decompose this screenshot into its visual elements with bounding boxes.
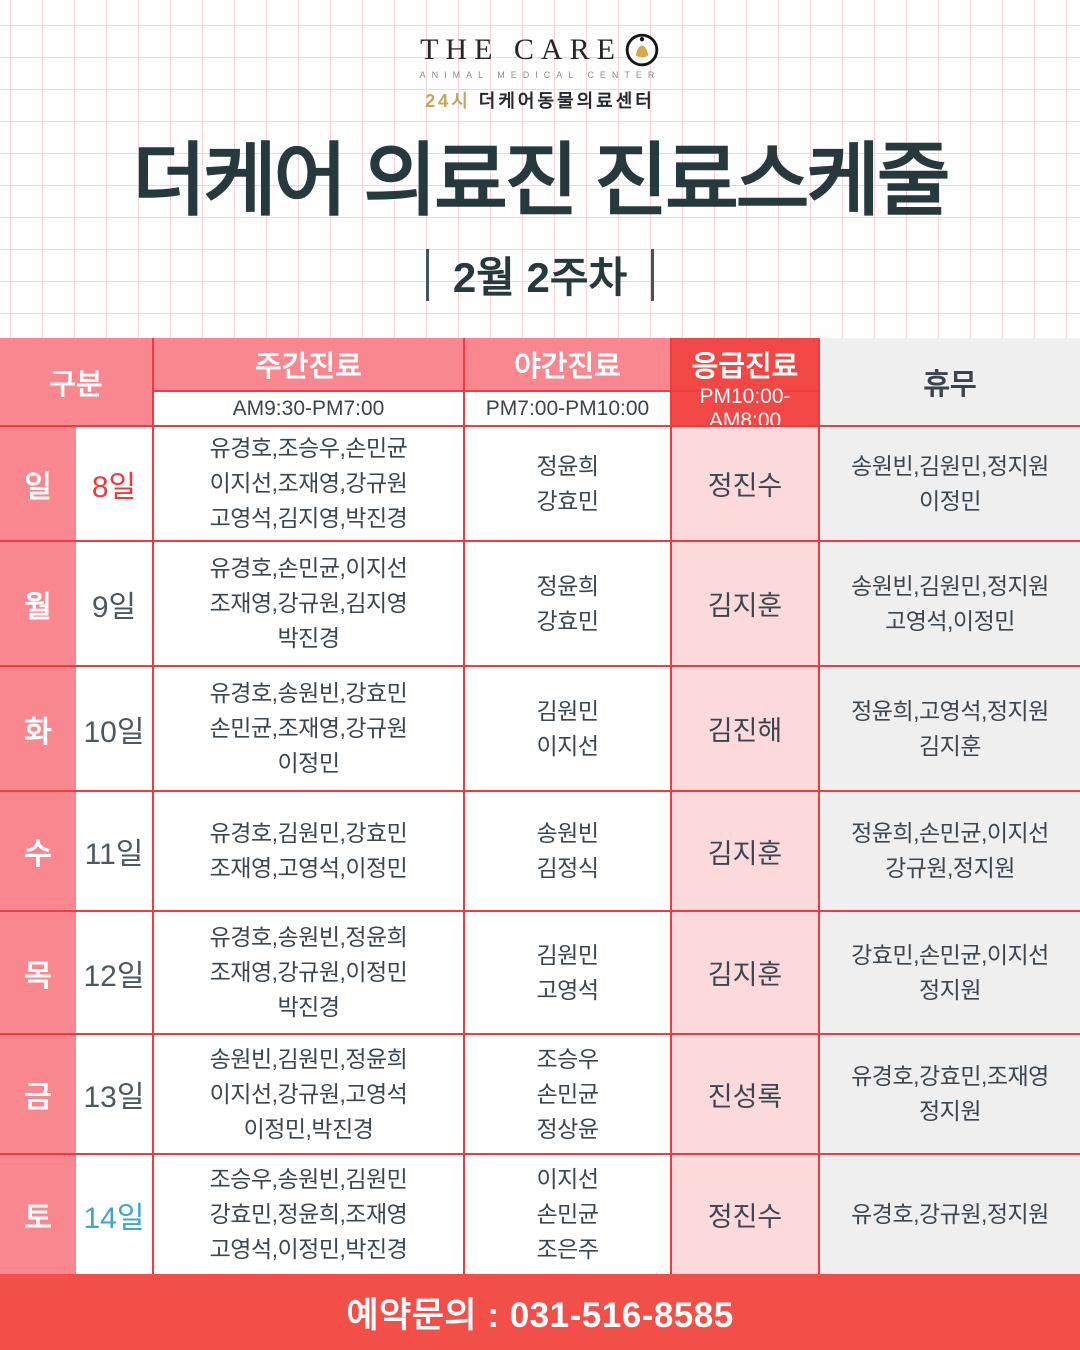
time-emergency: PM10:00-AM8:00: [670, 385, 818, 432]
dayoff-staff: 송원빈,김원민,정지원 고영석,이정민: [818, 540, 1080, 665]
daytime-staff: 유경호,조승우,손민균 이지선,조재영,강규원 고영석,김지영,박진경: [152, 425, 463, 540]
paw-circle-icon: [625, 33, 659, 67]
emergency-staff: 정진수: [670, 425, 818, 540]
daytime-staff: 유경호,송원빈,정윤희 조재영,강규원,이정민 박진경: [152, 910, 463, 1033]
week-subtitle: 2월 2주차: [0, 244, 1080, 305]
day-cell: 일: [0, 425, 76, 540]
day-cell: 금: [0, 1033, 76, 1153]
day-cell: 토: [0, 1153, 76, 1274]
header-night-care: 야간진료: [463, 338, 670, 390]
right-bar-divider: [651, 248, 655, 301]
time-day-care: AM9:30-PM7:00: [152, 390, 463, 425]
emergency-staff: 김지훈: [670, 910, 818, 1033]
logo-brand: THE CARE: [420, 33, 622, 66]
date-cell: 14일: [76, 1153, 152, 1274]
emergency-staff: 정진수: [670, 1153, 818, 1274]
booking-phone: 예약문의 : 031-516-8585: [346, 1295, 734, 1335]
day-cell: 월: [0, 540, 76, 665]
logo-clinic-name: 더케어동물의료센터: [478, 91, 655, 111]
header-day-care: 주간진료: [152, 338, 463, 390]
date-cell: 12일: [76, 910, 152, 1033]
day-cell: 수: [0, 790, 76, 910]
date-cell: 8일: [76, 425, 152, 540]
night-staff: 조승우 손민균 정상윤: [463, 1033, 670, 1153]
week-label: 2월 2주차: [452, 254, 628, 301]
emergency-staff: 김진해: [670, 665, 818, 790]
logo: THE CARE ANIMAL MEDICAL CENTER 24시 더케어동물…: [0, 32, 1080, 113]
date-cell: 9일: [76, 540, 152, 665]
logo-hours: 24시: [425, 91, 471, 111]
date-cell: 11일: [76, 790, 152, 910]
night-staff: 송원빈 김정식: [463, 790, 670, 910]
night-staff: 김원민 고영석: [463, 910, 670, 1033]
schedule-table: 구분 주간진료 야간진료 응급진료 휴무 AM9:30-PM7:00 PM7:0…: [0, 338, 1080, 1274]
daytime-staff: 송원빈,김원민,정윤희 이지선,강규원,고영석 이정민,박진경: [152, 1033, 463, 1153]
dayoff-staff: 정윤희,고영석,정지원 김지훈: [818, 665, 1080, 790]
dayoff-staff: 정윤희,손민균,이지선 강규원,정지원: [818, 790, 1080, 910]
day-cell: 화: [0, 665, 76, 790]
logo-korean-name: 24시 더케어동물의료센터: [0, 87, 1080, 113]
header-gubun: 구분: [0, 338, 152, 425]
night-staff: 정윤희 강효민: [463, 540, 670, 665]
daytime-staff: 유경호,송원빈,강효민 손민균,조재영,강규원 이정민: [152, 665, 463, 790]
dayoff-staff: 유경호,강규원,정지원: [818, 1153, 1080, 1274]
night-staff: 이지선 손민균 조은주: [463, 1153, 670, 1274]
daytime-staff: 조승우,송원빈,김원민 강효민,정윤희,조재영 고영석,이정민,박진경: [152, 1153, 463, 1274]
night-staff: 김원민 이지선: [463, 665, 670, 790]
day-cell: 목: [0, 910, 76, 1033]
daytime-staff: 유경호,손민균,이지선 조재영,강규원,김지영 박진경: [152, 540, 463, 665]
footer-bar: 예약문의 : 031-516-8585: [0, 1274, 1080, 1350]
left-bar-divider: [425, 248, 429, 301]
page-title: 더케어 의료진 진료스케줄: [132, 136, 950, 225]
logo-subtitle: ANIMAL MEDICAL CENTER: [419, 70, 661, 80]
dayoff-staff: 송원빈,김원민,정지원 이정민: [818, 425, 1080, 540]
night-staff: 정윤희 강효민: [463, 425, 670, 540]
date-cell: 13일: [76, 1033, 152, 1153]
emergency-staff: 김지훈: [670, 790, 818, 910]
header-emergency: 응급진료: [670, 338, 818, 390]
dayoff-staff: 강효민,손민균,이지선 정지원: [818, 910, 1080, 1033]
dayoff-staff: 유경호,강효민,조재영 정지원: [818, 1033, 1080, 1153]
header-dayoff: 휴무: [818, 338, 1080, 425]
date-cell: 10일: [76, 665, 152, 790]
emergency-staff: 김지훈: [670, 540, 818, 665]
emergency-staff: 진성록: [670, 1033, 818, 1153]
time-night-care: PM7:00-PM10:00: [463, 390, 670, 425]
daytime-staff: 유경호,김원민,강효민 조재영,고영석,이정민: [152, 790, 463, 910]
